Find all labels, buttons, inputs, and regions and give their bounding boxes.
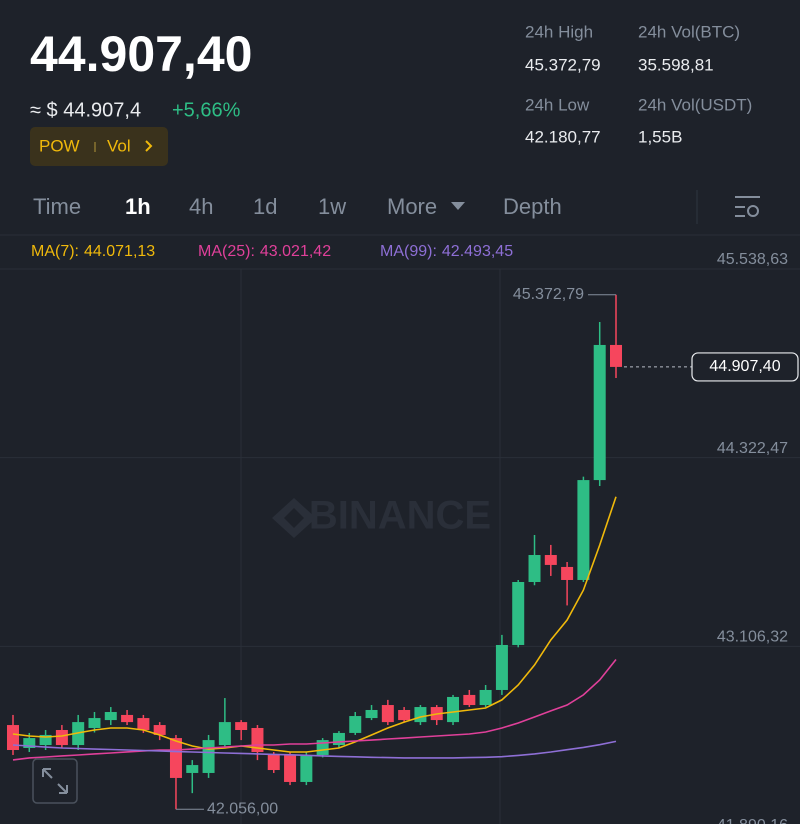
tab[interactable]: 1h	[125, 194, 151, 219]
candle-body	[544, 555, 557, 565]
candle-body	[169, 738, 182, 778]
more-caret	[451, 202, 465, 210]
last-price-label: 44.907,40	[709, 358, 780, 375]
tab[interactable]: Time	[33, 194, 81, 219]
fiat-price: ≈ $ 44.907,4	[30, 99, 141, 121]
candle-body	[39, 734, 52, 746]
candle-body	[593, 344, 606, 481]
legend-name: MA(7):	[31, 243, 79, 260]
ma-line	[12, 659, 617, 761]
candle-body	[577, 480, 590, 580]
candle-body	[463, 694, 476, 706]
legend-entry: MA(7): 44.071,13	[31, 243, 155, 260]
ma-line	[12, 496, 617, 753]
stat-label: 24h Vol(BTC)	[638, 22, 740, 41]
candle-body	[202, 740, 215, 773]
watermark-logo	[272, 498, 316, 538]
candle-body	[186, 765, 199, 773]
legend-value: 43.021,42	[260, 243, 331, 260]
candle-body	[23, 738, 36, 748]
candle-body	[267, 754, 280, 771]
candle-body	[7, 725, 19, 751]
candle-body	[610, 344, 622, 367]
tag[interactable]: POW	[39, 136, 80, 155]
stat-label: 24h High	[525, 22, 593, 41]
candle-body	[365, 709, 378, 719]
candle-body	[55, 729, 68, 746]
price-change: +5,66%	[172, 99, 241, 121]
candle-body	[398, 709, 411, 721]
candle-body	[479, 689, 492, 706]
legend-entry: MA(25): 43.021,42	[198, 243, 331, 260]
legend-entry: MA(99): 42.493,45	[380, 243, 513, 260]
legend-value: 44.071,13	[84, 243, 155, 260]
stat-value: 42.180,77	[525, 127, 601, 146]
candle-body	[495, 644, 508, 690]
legend-name: MA(99):	[380, 243, 437, 260]
expand-icon	[42, 768, 68, 794]
stat-value: 1,55B	[638, 127, 682, 146]
candle-body	[349, 716, 362, 733]
candle-body	[218, 722, 231, 746]
annotation-label: 45.372,79	[513, 286, 584, 303]
tab[interactable]: 1d	[253, 194, 277, 219]
candle-body	[332, 732, 345, 746]
tag-box[interactable]	[30, 127, 168, 166]
legend-name: MA(25):	[198, 243, 255, 260]
candle-body	[381, 705, 394, 723]
candle-body	[512, 582, 525, 645]
candle-body	[88, 718, 101, 728]
stat-label: 24h Vol(USDT)	[638, 95, 752, 114]
candle-body	[528, 555, 541, 583]
candle-body	[104, 712, 117, 721]
tab[interactable]: More	[387, 194, 437, 219]
tab[interactable]: 4h	[189, 194, 213, 219]
settings-icon[interactable]	[735, 196, 760, 217]
plot: 45.372,79 42.056,00 44.907,40	[7, 286, 799, 818]
ma-line	[12, 740, 617, 759]
candle-body	[414, 707, 427, 723]
y-tick-label: 43.106,32	[717, 629, 788, 646]
tag[interactable]: Vol	[107, 136, 131, 155]
candle-body	[235, 722, 248, 730]
stat-value: 45.372,79	[525, 55, 601, 74]
stat-value: 35.598,81	[638, 55, 714, 74]
last-price-box	[691, 352, 799, 382]
y-tick-label: 45.538,63	[717, 251, 788, 268]
candle-body	[121, 714, 134, 723]
last-price: 44.907,40	[30, 26, 252, 82]
candle-body	[447, 696, 460, 723]
candle-body	[561, 566, 574, 580]
candle-body	[300, 754, 313, 782]
y-tick-label: 41.890,16	[717, 817, 788, 824]
candle-body	[153, 725, 166, 735]
tab[interactable]: Depth	[503, 194, 562, 219]
tag-chevron	[145, 140, 153, 152]
tab[interactable]: 1w	[318, 194, 346, 219]
interval-tabs: Time 1h 4h 1d 1w More Depth	[33, 194, 562, 219]
legend: MA(7): 44.071,13 MA(25): 43.021,42 MA(99): 42…	[31, 243, 513, 260]
stat-label: 24h Low	[525, 95, 590, 114]
y-tick-label: 44.322,47	[717, 440, 788, 457]
expand-button[interactable]	[32, 758, 78, 804]
watermark: BINANCE	[309, 494, 491, 538]
candle-body	[137, 718, 150, 730]
grid: 41.890,16 43.106,32 44.322,47 45.538,63	[0, 251, 800, 824]
annotation-label: 42.056,00	[207, 800, 278, 817]
legend-value: 42.493,45	[442, 243, 513, 260]
candle-body	[284, 754, 297, 782]
candle-body	[251, 727, 264, 753]
